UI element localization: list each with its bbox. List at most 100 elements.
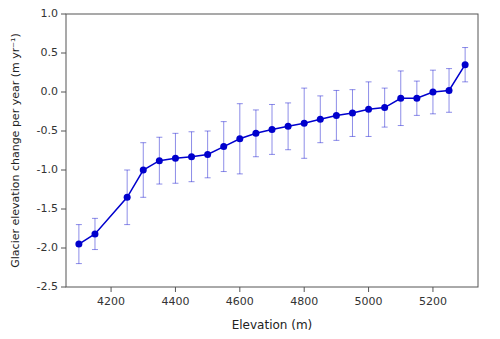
error-bar-part (205, 131, 211, 132)
point (446, 87, 453, 94)
y-axis-label: Glacier elevation change per year (m yr⁻… (9, 33, 22, 267)
y-tick (61, 209, 66, 210)
error-bar-part (349, 136, 355, 137)
error-bar (382, 88, 388, 127)
error-bar (317, 96, 323, 143)
error-bar-part (333, 140, 339, 141)
y-tick (61, 131, 66, 132)
y-tick (61, 14, 66, 15)
x-tick-label: 4800 (290, 295, 318, 308)
error-bar (366, 82, 372, 137)
x-tick (111, 287, 112, 292)
error-bar-part (366, 81, 372, 82)
error-bar (221, 122, 227, 172)
point (156, 157, 163, 164)
point (236, 135, 243, 142)
point (381, 104, 388, 111)
point (220, 143, 227, 150)
error-bar-part (76, 224, 82, 225)
error-bar-part (156, 184, 162, 185)
y-tick-label: -2.0 (37, 241, 58, 254)
point (188, 153, 195, 160)
x-tick-label: 4400 (161, 295, 189, 308)
y-tick (61, 92, 66, 93)
point (124, 194, 131, 201)
error-bar-part (253, 109, 259, 110)
error-bar (172, 133, 178, 183)
error-bar-part (124, 170, 130, 171)
y-tick-label: -2.5 (37, 280, 58, 293)
x-tick-label: 4200 (97, 295, 125, 308)
error-bar (462, 48, 468, 82)
error-bar-part (205, 177, 211, 178)
point (91, 230, 98, 237)
line (79, 65, 465, 244)
error-bar-part (285, 149, 291, 150)
error-bar (285, 103, 291, 150)
error-bar-part (430, 113, 436, 114)
y-tick (61, 53, 66, 54)
error-bar (205, 131, 211, 178)
error-bar-part (366, 136, 372, 137)
point (140, 167, 147, 174)
error-bar-part (301, 88, 307, 89)
x-tick-label: 5200 (419, 295, 447, 308)
error-bar (237, 104, 243, 174)
error-bar (140, 143, 146, 198)
error-bar-part (92, 249, 98, 250)
x-tick (239, 287, 240, 292)
point (301, 120, 308, 127)
y-tick-label: 1.0 (41, 7, 59, 20)
x-tick (304, 287, 305, 292)
error-bar (253, 110, 259, 157)
error-bar-part (301, 158, 307, 159)
error-bar-part (462, 47, 468, 48)
error-bar-part (317, 142, 323, 143)
point (365, 106, 372, 113)
error-bar-part (317, 95, 323, 96)
point (252, 130, 259, 137)
error-bar (92, 218, 98, 249)
chart: -2.5-2.0-1.5-1.0-0.50.00.51.042004400460… (0, 0, 500, 339)
error-bar-part (140, 142, 146, 143)
point (413, 95, 420, 102)
error-bar (124, 170, 130, 225)
x-tick (432, 287, 433, 292)
y-tick-label: 0.0 (41, 85, 59, 98)
point (317, 116, 324, 123)
x-axis-label: Elevation (m) (232, 318, 313, 332)
y-tick (61, 248, 66, 249)
error-bar-part (382, 88, 388, 89)
error-bar-part (76, 263, 82, 264)
error-bar (349, 90, 355, 137)
x-tick-label: 5000 (355, 295, 383, 308)
error-bar-part (140, 197, 146, 198)
error-bar-part (349, 89, 355, 90)
point (349, 110, 356, 117)
error-bar-part (237, 103, 243, 104)
error-bar-part (221, 171, 227, 172)
error-bar (430, 70, 436, 114)
error-bar-part (237, 173, 243, 174)
error-bar-part (446, 112, 452, 113)
error-bar-part (189, 181, 195, 182)
y-tick-label: -1.0 (37, 163, 58, 176)
plot-frame (66, 14, 478, 287)
point (172, 155, 179, 162)
axes: -2.5-2.0-1.5-1.0-0.50.00.51.042004400460… (37, 7, 478, 308)
error-bar-part (269, 154, 275, 155)
error-bar (189, 132, 195, 182)
point (397, 95, 404, 102)
error-bar (76, 225, 82, 264)
error-bar (156, 137, 162, 184)
error-bar-part (430, 70, 436, 71)
point (333, 112, 340, 119)
error-bar-part (189, 131, 195, 132)
error-bar-part (446, 68, 452, 69)
error-bar (301, 88, 307, 158)
point (462, 61, 469, 68)
error-bar-part (172, 183, 178, 184)
x-tick (175, 287, 176, 292)
error-bar-part (414, 81, 420, 82)
error-bar-part (414, 115, 420, 116)
